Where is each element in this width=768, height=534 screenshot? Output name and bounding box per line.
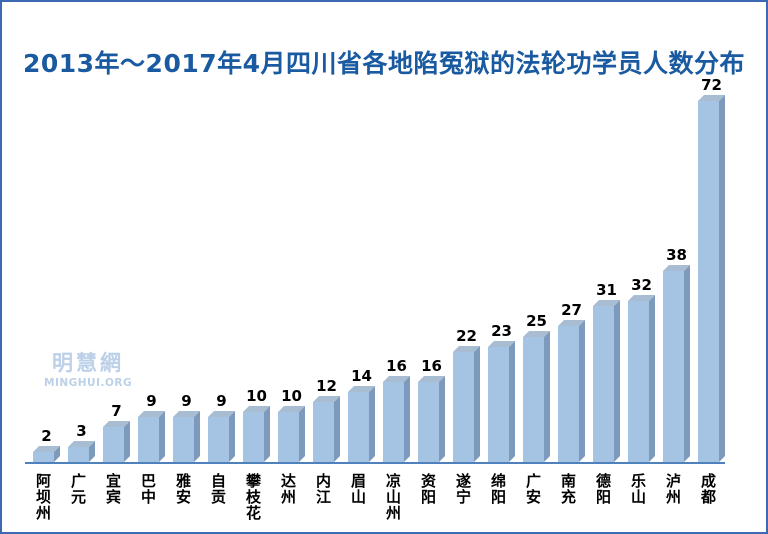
category-label: 巴中 xyxy=(140,472,156,506)
watermark-chinese-logo: 明慧網 xyxy=(52,351,125,375)
bar-value-label: 7 xyxy=(111,402,122,420)
category-label: 自贡 xyxy=(210,472,226,506)
bar-side-face xyxy=(439,376,445,462)
category-label: 遂宁 xyxy=(455,472,471,506)
category-label: 内江 xyxy=(315,472,331,506)
category-label: 乐山 xyxy=(630,472,646,506)
bar-value-label: 3 xyxy=(76,422,87,440)
bar-value-label: 27 xyxy=(561,301,582,319)
bar-value-label: 38 xyxy=(666,246,687,264)
bar-side-face xyxy=(194,411,200,462)
bar-side-face xyxy=(404,376,410,462)
bar-value-label: 14 xyxy=(351,367,372,385)
bar-value-label: 16 xyxy=(386,357,407,375)
bar-value-label: 23 xyxy=(491,322,512,340)
bar xyxy=(628,301,649,462)
bar-value-label: 12 xyxy=(316,377,337,395)
bar-side-face xyxy=(509,341,515,462)
bar-side-face xyxy=(369,386,375,462)
bar-value-label: 31 xyxy=(596,281,617,299)
bar xyxy=(313,402,334,462)
bar-value-label: 9 xyxy=(181,392,192,410)
bar-value-label: 22 xyxy=(456,327,477,345)
category-label: 凉山州 xyxy=(385,472,401,522)
bar xyxy=(523,337,544,462)
bar-value-label: 9 xyxy=(216,392,227,410)
bar-value-label: 10 xyxy=(246,387,267,405)
bar-side-face xyxy=(229,411,235,462)
bar-value-label: 72 xyxy=(701,76,722,94)
bar xyxy=(138,417,159,462)
category-label: 广元 xyxy=(70,472,86,506)
bar xyxy=(173,417,194,462)
bar-value-label: 2 xyxy=(41,427,52,445)
category-label: 泸州 xyxy=(665,472,681,506)
bar-side-face xyxy=(124,421,130,462)
bar-value-label: 16 xyxy=(421,357,442,375)
bar-side-face xyxy=(719,95,725,462)
bar-value-label: 25 xyxy=(526,312,547,330)
bar-side-face xyxy=(614,300,620,462)
bar xyxy=(593,306,614,462)
watermark-site-name: MINGHUI.ORG xyxy=(44,377,133,389)
bar-side-face xyxy=(649,295,655,462)
bar-side-face xyxy=(474,346,480,462)
bar xyxy=(103,427,124,462)
bar-side-face xyxy=(89,441,95,462)
bar-value-label: 9 xyxy=(146,392,157,410)
bar xyxy=(33,452,54,462)
bar xyxy=(208,417,229,462)
bar xyxy=(663,271,684,462)
bar xyxy=(348,392,369,462)
bar xyxy=(453,352,474,462)
category-label: 广安 xyxy=(525,472,541,506)
bar-side-face xyxy=(579,320,585,462)
category-label: 阿坝州 xyxy=(35,472,51,522)
bar-side-face xyxy=(544,331,550,462)
category-label: 南充 xyxy=(560,472,576,506)
category-label: 雅安 xyxy=(175,472,191,506)
category-label: 攀枝花 xyxy=(245,472,261,522)
category-label: 绵阳 xyxy=(490,472,506,506)
bar-side-face xyxy=(299,406,305,462)
category-label: 眉山 xyxy=(350,472,366,506)
bar-value-label: 32 xyxy=(631,276,652,294)
category-label: 成都 xyxy=(700,472,716,506)
bar xyxy=(558,326,579,462)
category-label: 德阳 xyxy=(595,472,611,506)
category-label: 资阳 xyxy=(420,472,436,506)
bar-side-face xyxy=(684,265,690,462)
bar-side-face xyxy=(264,406,270,462)
bar xyxy=(243,412,264,462)
bar xyxy=(418,382,439,462)
bar-side-face xyxy=(334,396,340,462)
bar xyxy=(698,101,719,462)
x-axis-line xyxy=(25,462,725,464)
bar xyxy=(68,447,89,462)
chart-title: 2013年～2017年4月四川省各地陷冤狱的法轮功学员人数分布 xyxy=(22,49,746,78)
bar xyxy=(488,347,509,462)
bar xyxy=(383,382,404,462)
bar-value-label: 10 xyxy=(281,387,302,405)
bar-side-face xyxy=(159,411,165,462)
category-label: 达州 xyxy=(280,472,296,506)
category-label: 宜宾 xyxy=(105,472,121,506)
bar xyxy=(278,412,299,462)
minghui-watermark: 明慧網 MINGHUI.ORG xyxy=(44,353,132,389)
